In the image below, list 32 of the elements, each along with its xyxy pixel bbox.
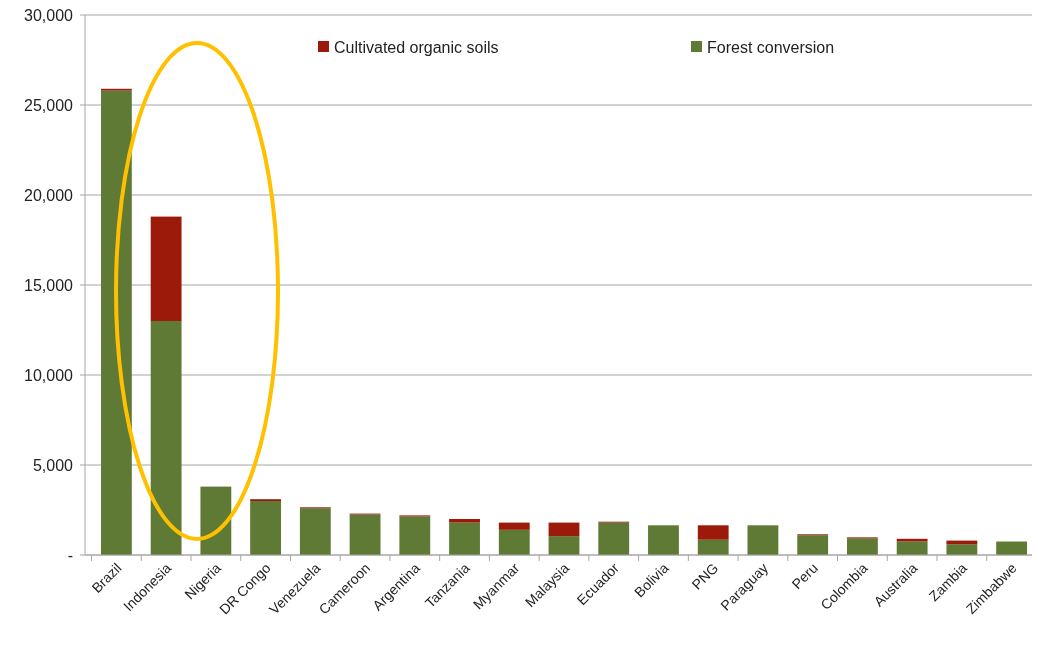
bar: [846, 538, 878, 555]
legend-label: Cultivated organic soils: [334, 38, 499, 56]
bar: [548, 522, 580, 537]
bar: [598, 522, 630, 555]
bar: [498, 529, 530, 555]
bar: [697, 525, 729, 540]
bar: [150, 216, 182, 321]
y-tick-label: 5,000: [32, 456, 74, 474]
bar: [498, 522, 530, 530]
bar: [797, 535, 829, 555]
bar: [449, 522, 480, 555]
y-tick-label: 20,000: [24, 186, 74, 204]
bar: [100, 90, 132, 555]
bar: [399, 516, 431, 555]
legend-label: Forest conversion: [707, 38, 835, 56]
bar: [648, 525, 679, 555]
bar: [200, 486, 232, 555]
bar: [896, 538, 928, 542]
y-tick-label: -: [67, 546, 73, 564]
bar: [946, 544, 978, 555]
bar: [697, 539, 729, 555]
bar: [299, 508, 331, 555]
bar: [150, 321, 182, 555]
bar: [349, 514, 381, 555]
bar: [449, 519, 480, 523]
y-tick-label: 30,000: [24, 6, 74, 24]
y-tick-label: 15,000: [24, 276, 74, 294]
bar: [548, 536, 580, 555]
bar: [250, 501, 282, 555]
y-tick-label: 10,000: [24, 366, 74, 384]
y-tick-label: 25,000: [24, 96, 74, 114]
bar: [747, 525, 779, 555]
